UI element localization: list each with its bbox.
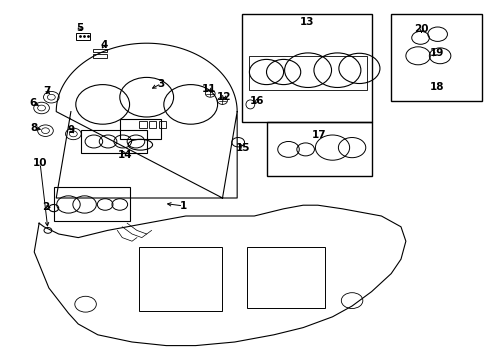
Bar xyxy=(139,121,146,128)
Bar xyxy=(54,187,129,221)
Text: 16: 16 xyxy=(249,96,264,106)
Text: 5: 5 xyxy=(76,23,83,33)
Text: 13: 13 xyxy=(299,17,313,27)
Bar xyxy=(159,121,166,128)
Text: 11: 11 xyxy=(202,84,216,94)
Text: 17: 17 xyxy=(311,130,325,140)
Text: 7: 7 xyxy=(43,86,51,96)
Bar xyxy=(120,119,161,139)
Text: 10: 10 xyxy=(33,158,47,168)
Text: 18: 18 xyxy=(428,82,443,92)
Bar xyxy=(266,122,371,176)
Text: 15: 15 xyxy=(235,143,250,153)
Text: 8: 8 xyxy=(31,123,38,133)
Bar xyxy=(93,49,106,52)
Text: 12: 12 xyxy=(216,92,231,102)
Bar xyxy=(249,56,366,90)
Bar xyxy=(390,14,481,101)
Text: 2: 2 xyxy=(42,202,49,212)
Text: 4: 4 xyxy=(100,40,108,50)
Text: 14: 14 xyxy=(117,150,132,160)
Bar xyxy=(81,130,146,153)
Text: 1: 1 xyxy=(180,201,186,211)
Bar xyxy=(242,14,371,122)
Text: 19: 19 xyxy=(428,48,443,58)
Text: 3: 3 xyxy=(158,78,164,89)
Bar xyxy=(76,33,90,40)
Text: 6: 6 xyxy=(30,98,37,108)
Bar xyxy=(149,121,156,128)
Text: 9: 9 xyxy=(67,125,74,135)
Text: 20: 20 xyxy=(413,24,428,34)
Bar xyxy=(93,54,106,58)
